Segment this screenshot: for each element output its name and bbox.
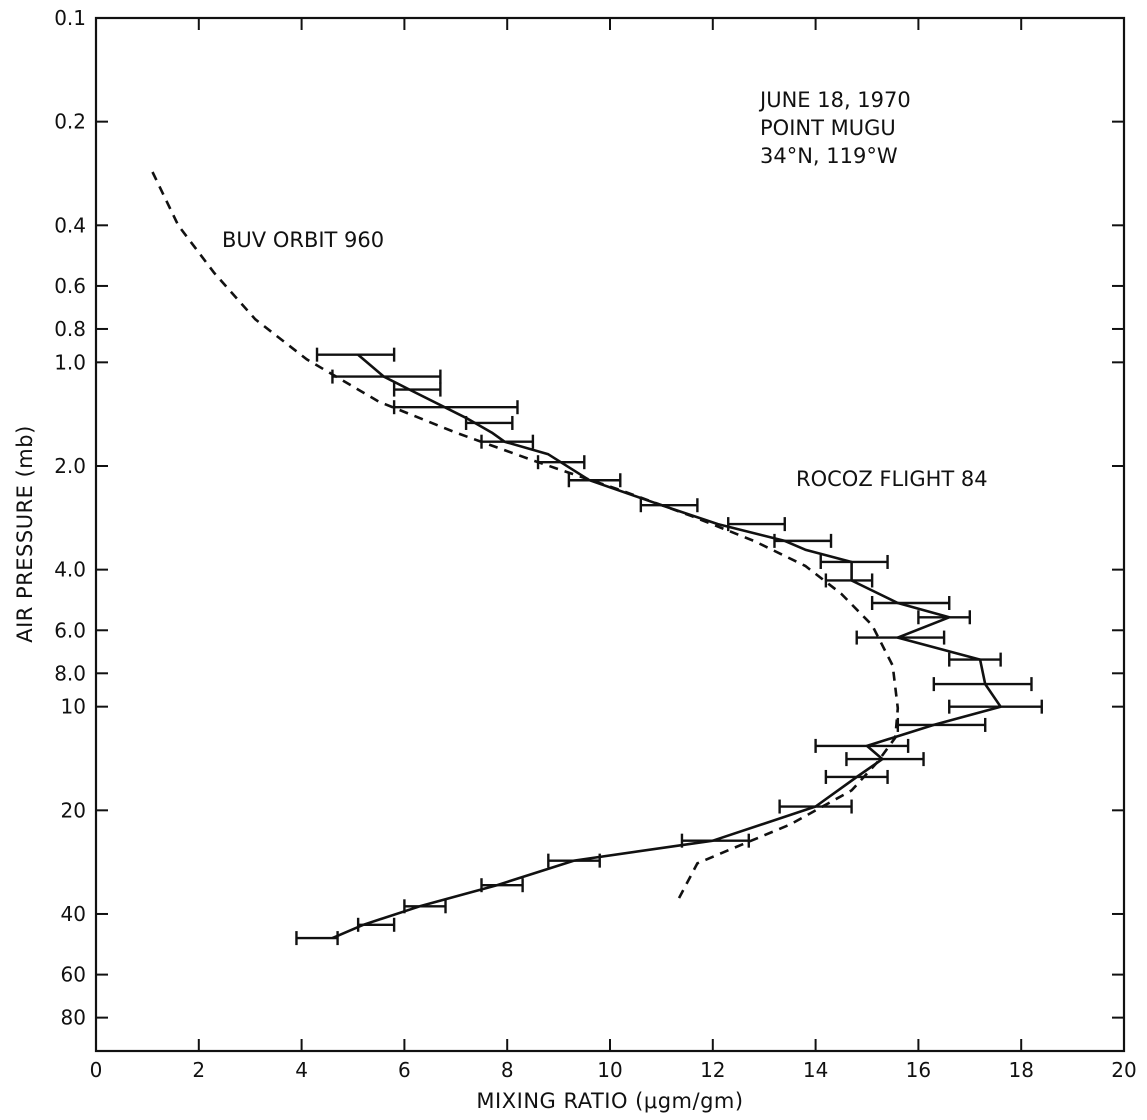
error-bar	[392, 382, 442, 397]
error-bar	[295, 931, 339, 946]
error-bar	[948, 652, 1002, 667]
annotation-site: POINT MUGU	[760, 116, 896, 140]
error-bar	[547, 853, 601, 868]
series-label-buv: BUV ORBIT 960	[222, 228, 384, 252]
error-bar	[403, 899, 447, 914]
y-tick-label: 0.1	[54, 6, 86, 30]
y-tick-label: 0.6	[54, 274, 86, 298]
x-tick-label: 18	[1008, 1058, 1033, 1082]
y-tick-label: 60	[61, 963, 86, 987]
tick-labels: 0 2 4 6 8 10 12 14 16 18 20 0.1 0.2 0.4 0.6 0.8 1.0 2.0 4.…	[54, 6, 1137, 1082]
error-bar	[480, 878, 524, 893]
error-bar	[814, 738, 910, 753]
error-bar	[824, 769, 889, 784]
error-bar	[567, 473, 622, 488]
x-tick-label: 4	[295, 1058, 308, 1082]
error-bar	[819, 554, 889, 569]
error-bar	[727, 517, 786, 532]
error-bar	[639, 498, 699, 513]
error-bar	[464, 415, 514, 430]
error-bar	[855, 630, 946, 645]
axis-ticks	[95, 17, 1125, 1051]
error-bar	[773, 533, 833, 548]
error-bar	[680, 833, 750, 848]
y-tick-label: 0.8	[54, 317, 86, 341]
error-bar	[778, 799, 853, 814]
error-bar	[480, 434, 535, 449]
x-axis-title: MIXING RATIO (μgm/gm)	[476, 1089, 743, 1113]
series-line-buv-orbit-960	[151, 171, 900, 903]
y-tick-label: 6.0	[54, 618, 86, 642]
series-layer	[151, 171, 1043, 946]
series-label-rocoz: ROCOZ FLIGHT 84	[796, 467, 988, 491]
y-tick-label: 40	[61, 902, 86, 926]
error-bar	[917, 610, 971, 625]
x-tick-label: 6	[398, 1058, 411, 1082]
x-tick-label: 0	[90, 1058, 103, 1082]
x-tick-label: 20	[1111, 1058, 1136, 1082]
y-tick-label: 4.0	[54, 558, 86, 582]
error-bar	[392, 400, 519, 415]
error-bar	[536, 455, 586, 470]
x-tick-label: 8	[501, 1058, 514, 1082]
error-bar	[870, 596, 951, 611]
x-tick-label: 16	[906, 1058, 931, 1082]
y-tick-label: 20	[61, 798, 86, 822]
y-tick-label: 10	[61, 695, 86, 719]
annotation-date: JUNE 18, 1970	[758, 88, 911, 112]
y-tick-label: 80	[61, 1006, 86, 1030]
y-axis-title: AIR PRESSURE (mb)	[13, 425, 37, 643]
error-bar	[932, 677, 1033, 692]
error-bar	[948, 699, 1043, 714]
x-tick-label: 12	[700, 1058, 725, 1082]
error-bar	[356, 917, 396, 932]
y-tick-label: 1.0	[54, 350, 86, 374]
annotation-coords: 34°N, 119°W	[760, 144, 898, 168]
y-tick-label: 0.2	[54, 110, 86, 134]
error-bar	[331, 369, 442, 384]
y-tick-label: 2.0	[54, 454, 86, 478]
y-tick-label: 0.4	[54, 213, 86, 237]
error-bar	[896, 717, 987, 732]
error-bar	[845, 752, 925, 767]
x-tick-label: 10	[597, 1058, 622, 1082]
x-tick-label: 2	[192, 1058, 205, 1082]
plot-frame	[94, 16, 1126, 1053]
y-tick-label: 8.0	[54, 661, 86, 685]
error-bar	[315, 347, 396, 362]
error-bar	[824, 573, 874, 588]
x-tick-label: 14	[803, 1058, 828, 1082]
series-line-rocoz-flight-84	[331, 353, 1002, 940]
